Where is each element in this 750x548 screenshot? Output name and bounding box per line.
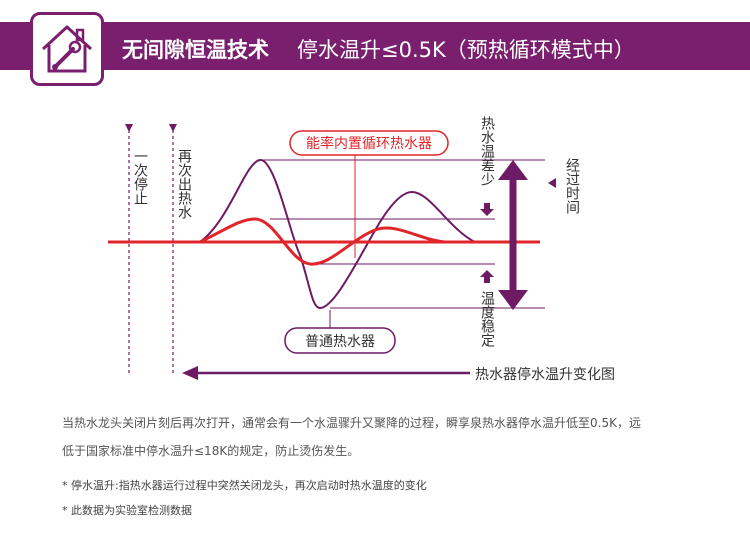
caption-arrow-head [182,366,198,380]
temp-stable-label: 温度稳定 [479,291,495,348]
normal-label-box [284,327,396,354]
description-line-2: 低于国家标准中停水温升≤18K的规定，防止烫伤发生。 [62,444,360,458]
house-wrench-icon [30,12,104,86]
diagram-caption: 热水器停水温升变化图 [475,366,615,383]
temp-range-arrow-top [498,160,528,180]
temp-diff-small-label: 热水温差少 [479,116,495,186]
normal-series-label: 普通热水器 [305,334,375,350]
first-stop-label: 一次停止 [132,149,148,205]
small-up-arrow [480,270,494,283]
reopen-label: 再次出热水 [176,149,192,219]
red-label-box [289,130,449,156]
first-stop-marker-arrow [125,124,133,132]
reopen-marker-arrow [169,124,177,132]
normal-heater-curve [199,159,476,310]
temp-range-arrow-bottom [498,290,528,310]
red-heater-curve [199,217,446,266]
note-1: * 停水温升:指热水器运行过程中突然关闭龙头，再次启动时热水温度的变化 [62,479,427,492]
header-banner [0,22,750,70]
time-elapsed-label: 经过时间 [564,158,580,215]
header-title-bold: 无间隙恒温技术 [122,38,269,62]
description-line-1: 当热水龙头关闭片刻后再次打开，通常会有一个水温骤升又聚降的过程，瞬享泉热水器停水… [62,416,641,430]
header-title-subtitle: 停水温升≤0.5K（预热循环模式中） [297,38,635,62]
red-series-label: 能率内置循环热水器 [306,135,432,152]
time-elapsed-arrow [548,178,556,188]
note-2: * 此数据为实验室检测数据 [62,504,192,517]
small-down-arrow [480,203,494,216]
